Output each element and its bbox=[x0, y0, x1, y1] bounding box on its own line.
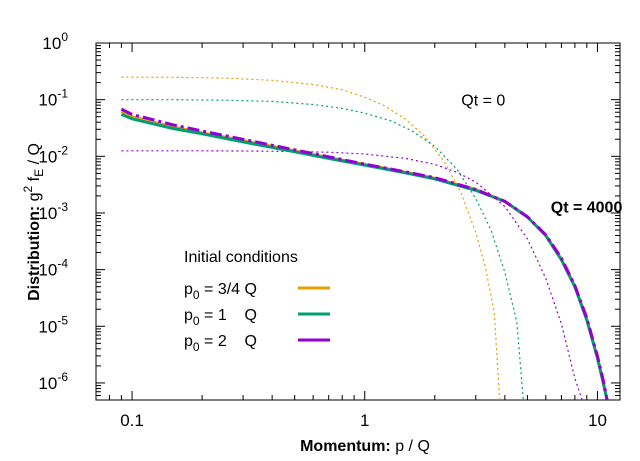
y-axis-title: Distribution: g2 fE / Q bbox=[21, 143, 46, 301]
plot-frame bbox=[95, 42, 621, 401]
y-tick-label: 10-5 bbox=[38, 313, 68, 336]
y-tick-label: 10-2 bbox=[38, 143, 68, 166]
legend-entries: p0 = 3/4 Q p0 = 1 Q p0 = 2 Q bbox=[184, 281, 330, 354]
y-tick-label: 100 bbox=[42, 30, 68, 53]
legend-title: Initial conditions bbox=[184, 249, 298, 266]
x-tick-label: 1 bbox=[360, 411, 369, 430]
legend-entry-label: p0 = 3/4 Q bbox=[184, 281, 257, 302]
series-line-1 bbox=[121, 99, 524, 400]
y-tick-label: 10-6 bbox=[38, 370, 68, 393]
x-axis-title: Momentum: p / Q bbox=[300, 438, 430, 455]
series-line-0 bbox=[121, 76, 501, 400]
axis-ticks bbox=[95, 42, 620, 401]
annotation-final-time: Qt = 4000 bbox=[551, 200, 623, 217]
legend: Initial conditions p0 = 3/4 Qp0 = 1 Qp0 … bbox=[184, 249, 330, 354]
x-tick-label: 0.1 bbox=[120, 411, 144, 430]
x-tick-label: 10 bbox=[588, 411, 607, 430]
y-tick-label: 10-4 bbox=[38, 257, 68, 280]
y-tick-label: 10-1 bbox=[38, 87, 68, 110]
series-line-2 bbox=[121, 150, 583, 400]
y-tick-label: 10-3 bbox=[38, 200, 68, 223]
tick-labels: 0.1 1 10 100 10-1 10-2 10-3 10-4 10-5 10-6 bbox=[38, 30, 607, 430]
series-line-5 bbox=[120, 107, 609, 400]
annotation-initial-time: Qt = 0 bbox=[461, 93, 505, 110]
series-layer bbox=[120, 76, 609, 400]
legend-entry-label: p0 = 1 Q bbox=[184, 307, 257, 328]
legend-entry-label: p0 = 2 Q bbox=[184, 333, 257, 354]
